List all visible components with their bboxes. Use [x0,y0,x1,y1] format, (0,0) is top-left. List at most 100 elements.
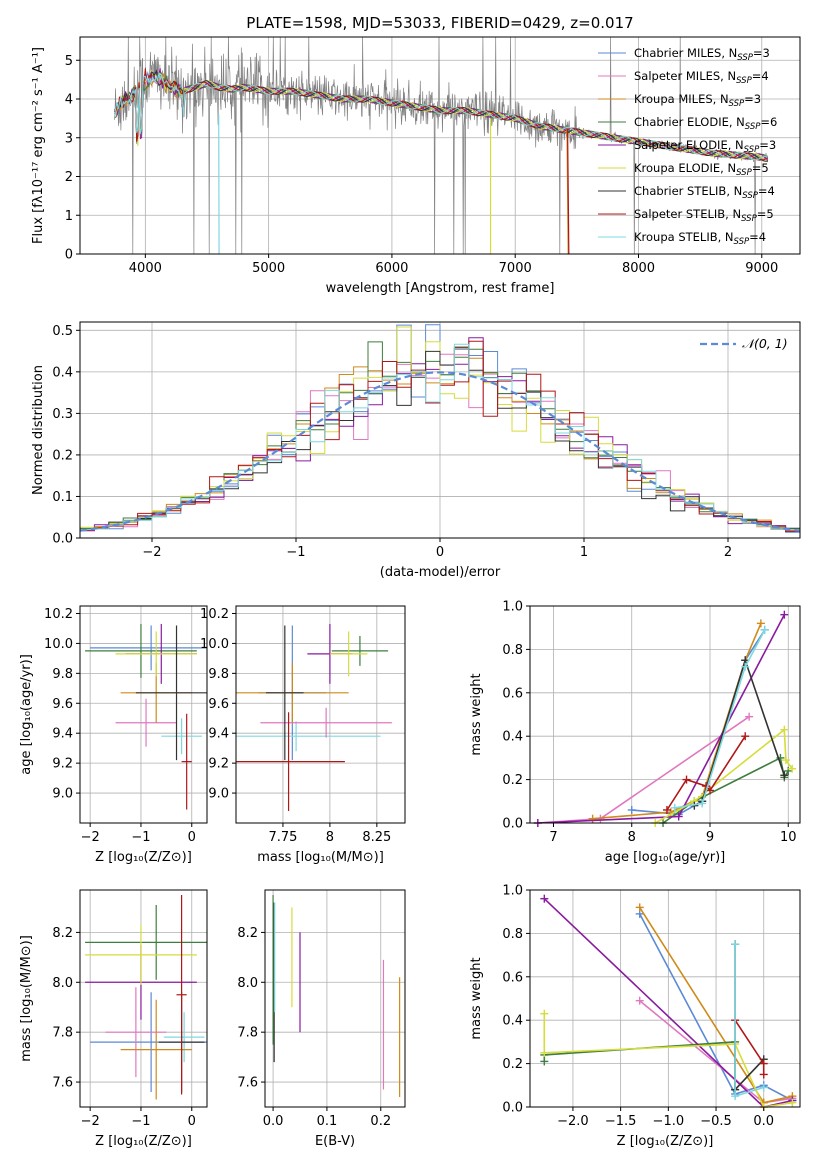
legend-label: Kroupa ELODIE, NSSP=5 [634,161,769,178]
series-line-8 [674,629,766,809]
legend-suffix: =5 [757,207,774,221]
axes-frame [79,36,801,255]
spectrum-dip [567,129,570,255]
x-tick-label: 7000 [499,261,532,276]
x-tick-label: 9 [706,830,714,845]
y-tick-label: 0.6 [502,686,523,701]
legend-sub: SSP [734,237,750,247]
legend-suffix: =6 [760,115,777,129]
legend-suffix: =4 [752,69,769,83]
legend-suffix: =3 [759,138,776,152]
y-tick-label: 9.4 [208,727,229,742]
x-tick-label: −1.5 [605,1114,637,1129]
y-tick-label: 7.6 [237,1076,258,1091]
axes-frame [529,605,801,824]
spectrum-model-5 [114,70,769,163]
x-axis-label: (data-model)/error [380,565,501,580]
y-tick-label: 4 [65,93,73,108]
legend-suffix: =3 [753,46,770,60]
x-tick-label: −2 [142,545,161,560]
x-axis-label: Z [log₁₀(Z/Z⊙)] [95,850,192,865]
x-tick-label: 8000 [622,261,655,276]
y-tick-label: 3 [65,131,73,146]
legend-name: Kroupa ELODIE, N [634,161,736,175]
y-tick-label: 10.0 [200,637,229,652]
x-tick-label: −2.0 [557,1114,589,1129]
y-tick-label: 10.2 [200,607,229,622]
y-tick-label: 0.2 [502,773,523,788]
y-tick-label: 0.2 [52,448,73,463]
y-tick-label: 0.0 [52,532,73,547]
y-tick-label: 0.8 [502,643,523,658]
y-tick-label: 0.3 [52,407,73,422]
series-line-7 [666,735,746,811]
legend-name: Kroupa STELIB, N [634,230,734,244]
y-tick-label: 0.8 [502,927,523,942]
x-tick-label: 4000 [129,261,162,276]
axes-frame [235,605,406,824]
legend-suffix: =4 [749,230,766,244]
spectrum-dip [566,129,569,255]
x-tick-label: −1 [131,830,150,845]
chart-title: PLATE=1598, MJD=53033, FIBERID=0429, z=0… [246,14,633,32]
x-tick-label: 5000 [252,261,285,276]
y-tick-label: 9.8 [208,667,229,682]
spectrum-model-8 [114,72,768,161]
legend-suffix: =4 [758,184,775,198]
data-layer [80,37,800,1111]
legend-label: 𝒩(0, 1) [742,336,788,351]
y-tick-label: 9.6 [208,697,229,712]
y-tick-label: 1 [65,209,73,224]
y-tick-label: 9.2 [52,757,73,772]
legend-name: Salpeter MILES, N [634,69,736,83]
x-tick-label: 10 [780,830,797,845]
x-tick-label: −2 [81,830,100,845]
x-axis-label: wavelength [Angstrom, rest frame] [326,281,555,296]
x-axis-label: Z [log₁₀(Z/Z⊙)] [617,1134,714,1149]
legend-label: Chabrier MILES, NSSP=3 [634,46,770,63]
x-tick-label: 7.75 [268,830,297,845]
y-axis-label: Flux [fλ10⁻¹⁷ erg cm⁻² s⁻¹ A⁻¹] [31,47,46,244]
legend-sub: SSP [745,122,761,132]
x-tick-label: 2 [724,545,732,560]
x-tick-label: 0 [436,545,444,560]
histogram-step-7 [80,340,800,538]
legend-suffix: =5 [752,161,769,175]
x-tick-label: 8 [326,830,334,845]
histogram-step-8 [80,343,800,538]
x-tick-label: 0 [188,830,196,845]
y-tick-label: 8.2 [237,926,258,941]
x-tick-label: 6000 [375,261,408,276]
y-axis-label: Normed distribution [31,365,46,495]
y-tick-label: 7.6 [52,1076,73,1091]
y-tick-label: 0.1 [52,490,73,505]
axes-frame [79,605,208,824]
normal-curve [80,371,800,532]
legend-sub: SSP [736,168,752,178]
x-axis-label: age [log₁₀(age/yr)] [605,850,726,865]
legend-name: Salpeter ELODIE, N [634,138,744,152]
y-axis-label: mass weight [469,957,484,1039]
legend-name: Salpeter STELIB, N [634,207,741,221]
series-line-1 [537,716,750,823]
x-tick-label: −1 [131,1114,150,1129]
x-tick-label: −1 [286,545,305,560]
y-tick-label: 9.2 [208,757,229,772]
y-tick-label: 2 [65,170,73,185]
legend-label: Kroupa MILES, NSSP=3 [634,92,761,109]
legend-sub: SSP [741,214,757,224]
x-tick-label: 7 [549,830,557,845]
series-line-6 [734,944,765,1092]
y-tick-label: 1.0 [502,884,523,899]
legend-name: Chabrier ELODIE, N [634,115,745,129]
x-tick-label: 0 [188,1114,196,1129]
x-tick-label: 9000 [745,261,778,276]
x-tick-label: −2 [81,1114,100,1129]
x-axis-label: mass [log₁₀(M/M⊙)] [257,850,384,865]
y-tick-label: 9.8 [52,667,73,682]
x-tick-label: 0.2 [370,1114,391,1129]
legend-sub: SSP [744,145,760,155]
y-tick-label: 9.6 [52,697,73,712]
y-tick-label: 0.0 [502,817,523,832]
legend-label: Chabrier ELODIE, NSSP=6 [634,115,777,132]
